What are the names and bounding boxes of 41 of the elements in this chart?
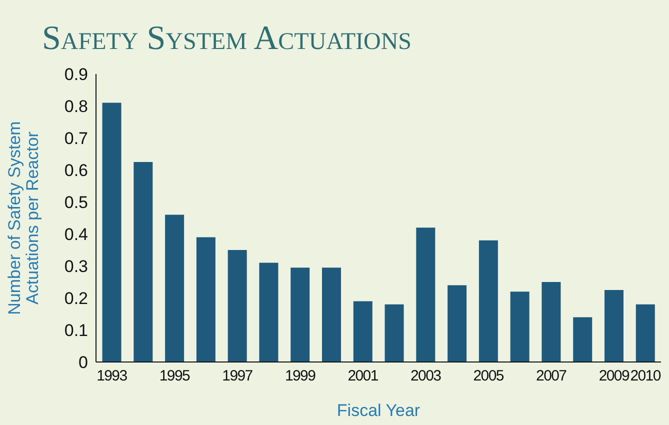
y-tick-label: 0.7 xyxy=(64,129,88,148)
bar xyxy=(573,317,592,362)
y-tick-label: 0.5 xyxy=(64,193,88,212)
bar xyxy=(384,304,404,362)
bar xyxy=(196,237,216,362)
bar xyxy=(102,102,122,362)
bar xyxy=(353,301,372,362)
x-tick-label: 2003 xyxy=(410,368,442,385)
x-axis-title: Fiscal Year xyxy=(336,401,420,420)
y-tick-label: 0.2 xyxy=(64,289,88,308)
bar xyxy=(510,292,530,362)
bar xyxy=(478,240,498,362)
bar xyxy=(259,262,278,362)
bar xyxy=(636,304,655,362)
bar xyxy=(322,268,341,362)
x-tick-label: 1997 xyxy=(222,368,253,385)
y-axis-title: Number of Safety System Actuations per Reactor xyxy=(5,121,42,315)
bar xyxy=(416,228,436,362)
x-tick-label: 2009 xyxy=(598,368,630,385)
y-tick-label: 0.4 xyxy=(64,225,88,244)
y-tick-label: 0.9 xyxy=(64,65,88,84)
y-tick-label: 0.1 xyxy=(64,321,88,340)
y-tick-label: 0.8 xyxy=(64,97,88,116)
x-tick-label: 2007 xyxy=(536,368,567,385)
y-tick-label: 0.3 xyxy=(64,257,88,276)
bar xyxy=(134,162,153,362)
x-tick-label: 2001 xyxy=(348,368,378,385)
bar xyxy=(165,214,184,362)
bar xyxy=(290,268,310,362)
chart-title: Safety System Actuations xyxy=(42,20,412,58)
y-tick-label: 0.6 xyxy=(64,161,88,180)
bar xyxy=(542,282,561,362)
x-tick-label: 2005 xyxy=(473,368,504,385)
x-tick-label: 1999 xyxy=(284,368,316,385)
bar xyxy=(228,250,247,362)
x-tick-label: 1995 xyxy=(159,368,190,385)
y-tick-label: 0 xyxy=(78,353,88,372)
x-tick-label: 1993 xyxy=(96,368,128,385)
x-tick-label: 2010 xyxy=(630,368,661,385)
bar xyxy=(604,290,624,362)
bar xyxy=(448,285,467,362)
